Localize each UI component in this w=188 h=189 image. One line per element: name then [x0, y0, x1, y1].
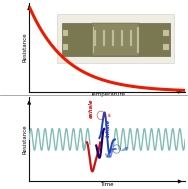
Bar [130, 30, 132, 46]
Bar [121, 30, 123, 46]
Text: inhale: inhale [106, 119, 111, 137]
Bar [63, 44, 68, 50]
X-axis label: Time: Time [100, 182, 114, 187]
Bar [112, 30, 114, 46]
Bar [94, 30, 96, 46]
Bar [163, 30, 169, 36]
Bar [137, 26, 139, 53]
Text: exhale: exhale [89, 98, 94, 118]
Bar [93, 26, 94, 53]
Bar [163, 44, 169, 50]
X-axis label: Temperature: Temperature [90, 92, 125, 97]
Bar [63, 30, 68, 36]
Bar [92, 23, 139, 56]
Bar [103, 30, 105, 46]
Bar [62, 23, 170, 56]
Y-axis label: Resistance: Resistance [23, 33, 28, 62]
Y-axis label: Resistance: Resistance [23, 125, 28, 154]
Bar [57, 14, 174, 63]
